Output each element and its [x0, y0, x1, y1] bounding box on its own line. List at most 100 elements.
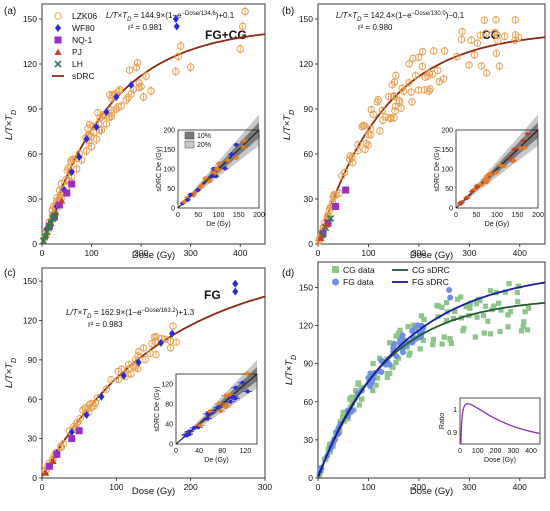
- data-point: [85, 131, 93, 139]
- inset-frame: [175, 373, 258, 445]
- fg-data-point: [391, 340, 398, 347]
- data-point: [425, 69, 433, 77]
- data-point: [132, 63, 141, 72]
- cg-data-point: [370, 360, 376, 367]
- panel-a: 0 100 200 300 400 0 30 60 90 120 150 (a) L/T×TD Dose …: [4, 3, 266, 261]
- legend-label: FG sDRC: [412, 277, 449, 287]
- data-point: [98, 392, 105, 401]
- data-point: [102, 120, 111, 128]
- cg-data-point: [482, 303, 489, 309]
- cg-data-point: [467, 305, 473, 312]
- cg-data-point: [353, 387, 359, 394]
- cg-data-point: [373, 382, 379, 388]
- x-tick-label: 300: [462, 248, 476, 258]
- cg-data-point: [450, 315, 456, 322]
- y-tick-label: 120: [23, 59, 37, 69]
- inset-data-point: [245, 371, 250, 376]
- data-point: [323, 221, 331, 228]
- y-axis-label: L/T×TD: [4, 358, 18, 388]
- x-tick-label: 400: [513, 248, 527, 258]
- data-point: [473, 39, 482, 47]
- legend-swatch-20: [184, 140, 195, 149]
- plot-frame: [317, 261, 546, 479]
- data-point: [373, 98, 382, 106]
- data-point: [419, 47, 427, 56]
- inset-data-point: [234, 155, 239, 160]
- cg-data-point: [389, 364, 395, 370]
- inset-data-point: [207, 178, 212, 183]
- data-point: [458, 27, 466, 36]
- x-tick-label: 300: [258, 482, 272, 492]
- panel-tag: (c): [4, 268, 16, 279]
- plot-frame: [41, 267, 266, 479]
- legend-label: sDRC: [72, 71, 95, 81]
- cg-data-point: [397, 327, 403, 333]
- data-point: [492, 49, 501, 58]
- data-point: [68, 180, 76, 188]
- data-point: [395, 96, 403, 105]
- x-tick-label: 200: [134, 248, 148, 258]
- inset-frame: [455, 129, 539, 209]
- data-point: [495, 62, 504, 70]
- cg-data-point: [384, 374, 390, 380]
- data-point: [85, 120, 94, 129]
- inset-data-point: [230, 395, 235, 400]
- inset-data-point: [195, 188, 200, 193]
- x-tick-label: 0: [40, 482, 45, 492]
- y-tick-label: 60: [304, 149, 314, 159]
- data-point: [83, 135, 90, 143]
- data-point: [389, 92, 398, 100]
- y-tick-label: 90: [28, 355, 38, 365]
- ratio-x-tick-label: 400: [525, 448, 537, 455]
- data-point: [114, 367, 122, 376]
- data-point: [425, 87, 433, 95]
- data-point: [87, 142, 96, 151]
- data-point: [172, 15, 179, 23]
- data-point: [467, 36, 475, 44]
- inset-y-tick-label: 200: [163, 128, 175, 135]
- data-point: [324, 211, 332, 219]
- cg-data-point: [430, 342, 436, 348]
- y-tick-label: 120: [299, 321, 313, 331]
- data-point: [125, 360, 133, 369]
- inset-x-tick-label: 0: [454, 212, 458, 219]
- y-tick-label: 30: [28, 434, 38, 444]
- inset-legend-label: 10%: [197, 133, 211, 140]
- cg-data-point: [515, 283, 521, 289]
- cg-data-point: [350, 394, 356, 400]
- data-point: [420, 86, 429, 94]
- data-point: [54, 60, 62, 68]
- x-tick-label: 0: [316, 248, 321, 258]
- data-point: [172, 338, 180, 346]
- data-point: [398, 84, 406, 92]
- data-point: [480, 16, 488, 24]
- inset-y-tick-label: 120: [161, 382, 173, 389]
- cg-data-point: [439, 341, 445, 347]
- data-point: [390, 92, 399, 101]
- data-point: [173, 22, 180, 31]
- legend-fg-data-marker: [332, 278, 339, 286]
- fg-data-point: [447, 294, 454, 301]
- data-point: [68, 155, 77, 163]
- data-point: [360, 122, 369, 130]
- fg-data-point: [446, 286, 453, 293]
- y-axis-label: L/T×TD: [4, 110, 18, 140]
- cg-data-point: [481, 330, 487, 336]
- data-point: [391, 102, 400, 111]
- cg-data-point: [521, 319, 527, 325]
- data-point: [439, 75, 448, 83]
- cg-data-point: [443, 300, 450, 306]
- inset-y-tick-label: 150: [441, 147, 453, 154]
- data-point: [465, 61, 473, 69]
- one-to-one-line: [455, 129, 539, 209]
- inset-x-tick-label: 120: [240, 448, 252, 455]
- data-point: [124, 93, 132, 102]
- data-point: [177, 42, 185, 50]
- data-point: [232, 287, 239, 296]
- data-point: [348, 153, 356, 162]
- cg-data-point: [506, 280, 512, 287]
- legend-label: WF80: [72, 23, 95, 33]
- inset-data-point: [464, 196, 469, 201]
- data-point: [493, 31, 501, 39]
- cg-data-point: [393, 359, 399, 366]
